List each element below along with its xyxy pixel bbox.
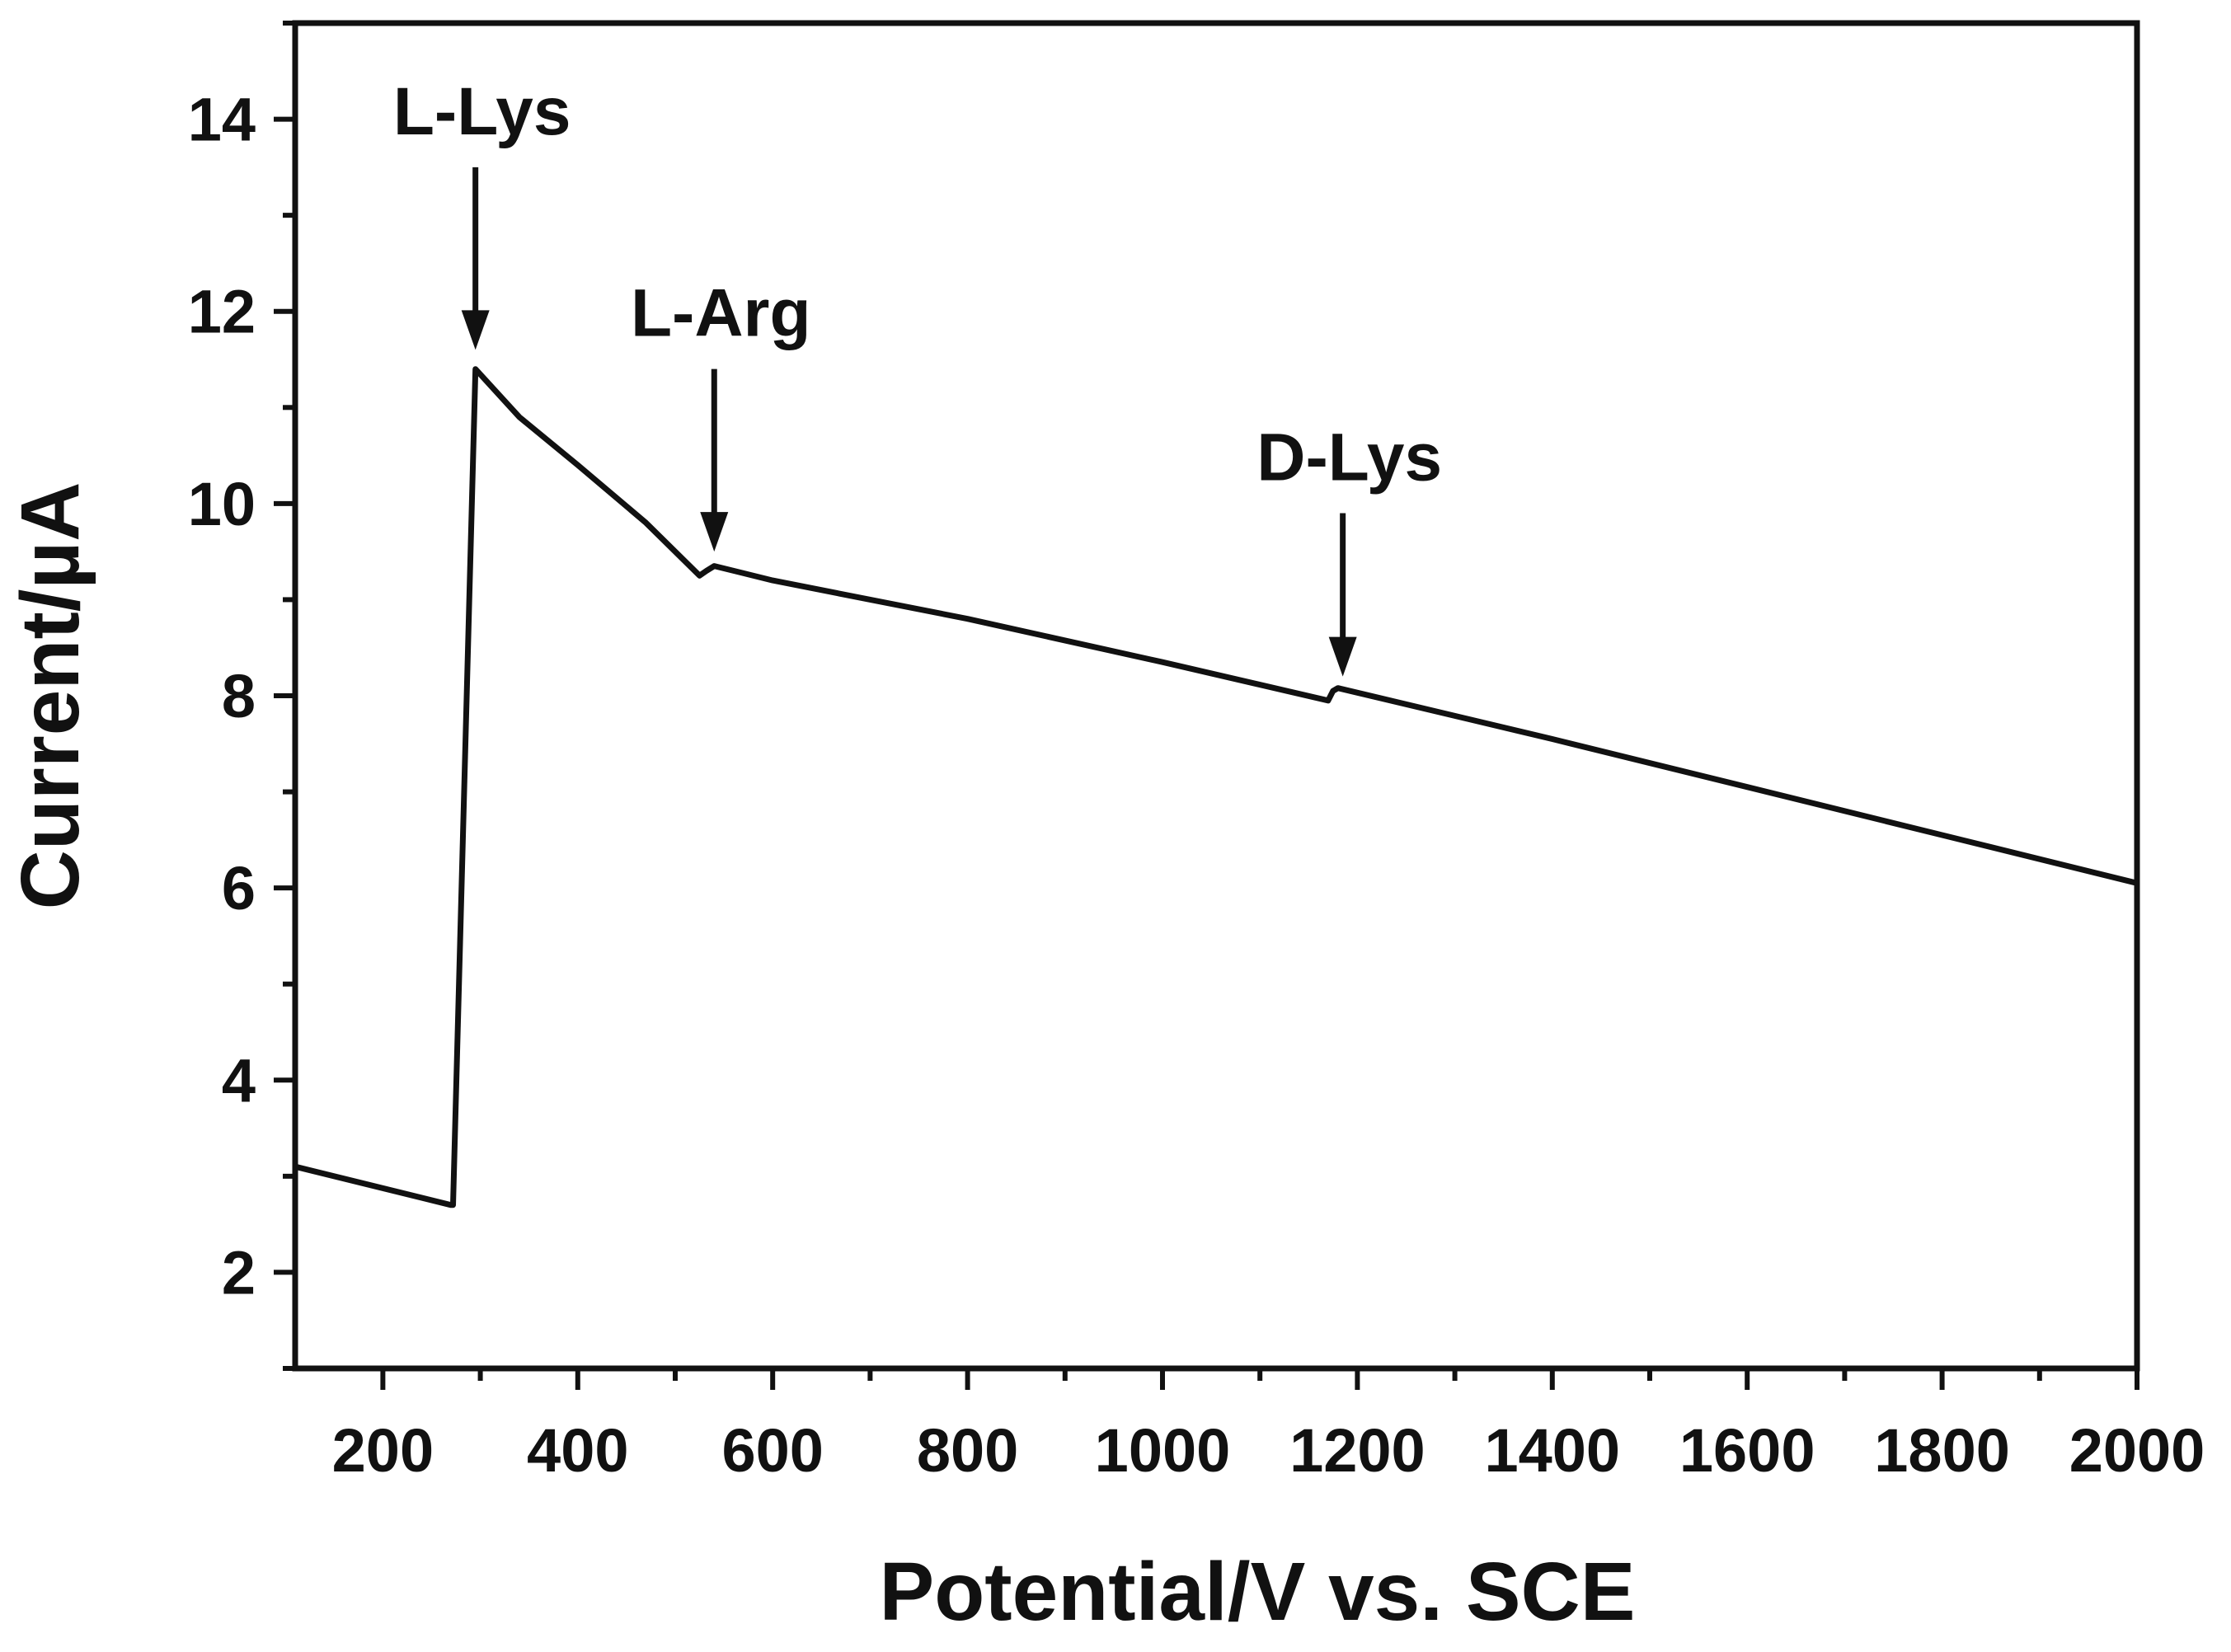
series-line-current [292, 366, 2140, 1208]
y-axis-title: Current/µA [4, 482, 96, 910]
y-tick-label: 6 [222, 854, 256, 922]
x-axis-title: Potential/V vs. SCE [880, 1546, 1636, 1638]
annotation-d-lys: D-Lys [1256, 420, 1442, 677]
x-tick-label: 400 [527, 1416, 628, 1485]
x-tick-label: 800 [917, 1416, 1018, 1485]
series-layer [292, 366, 2140, 1208]
annotation-l-lys: L-Lys [393, 74, 571, 350]
x-tick-label: 1400 [1484, 1416, 1620, 1485]
y-tick-label: 10 [188, 470, 256, 538]
x-tick-label: 600 [721, 1416, 823, 1485]
annotation-label: L-Arg [631, 276, 811, 351]
arrow-down-icon [1328, 636, 1357, 677]
annotations-layer: L-Lys L-Arg D-Lys [393, 74, 1442, 677]
x-tick-label: 1600 [1679, 1416, 1815, 1485]
plot-frame [292, 20, 2140, 1372]
annotation-label: L-Lys [393, 74, 571, 149]
annotation-label: D-Lys [1256, 420, 1442, 495]
y-tick-label: 8 [222, 662, 256, 730]
y-tick-label: 14 [188, 86, 256, 154]
annotation-l-arg: L-Arg [631, 276, 811, 552]
x-tick-label: 1800 [1874, 1416, 2010, 1485]
x-tick-label: 200 [332, 1416, 434, 1485]
x-tick-label: 2000 [2069, 1416, 2205, 1485]
x-tick-label: 1000 [1095, 1416, 1231, 1485]
y-tick-label: 4 [222, 1046, 256, 1115]
y-tick-label: 2 [222, 1238, 256, 1307]
y-tick-label: 12 [188, 278, 256, 346]
arrow-down-icon [461, 310, 490, 350]
x-axis-ticks: 200 400 600 800 1000 1200 1400 1600 1800 2000 [332, 1368, 2205, 1485]
y-axis-ticks: 2 4 6 8 10 12 14 [188, 21, 295, 1371]
arrow-down-icon [700, 512, 729, 552]
x-tick-label: 1200 [1289, 1416, 1425, 1485]
